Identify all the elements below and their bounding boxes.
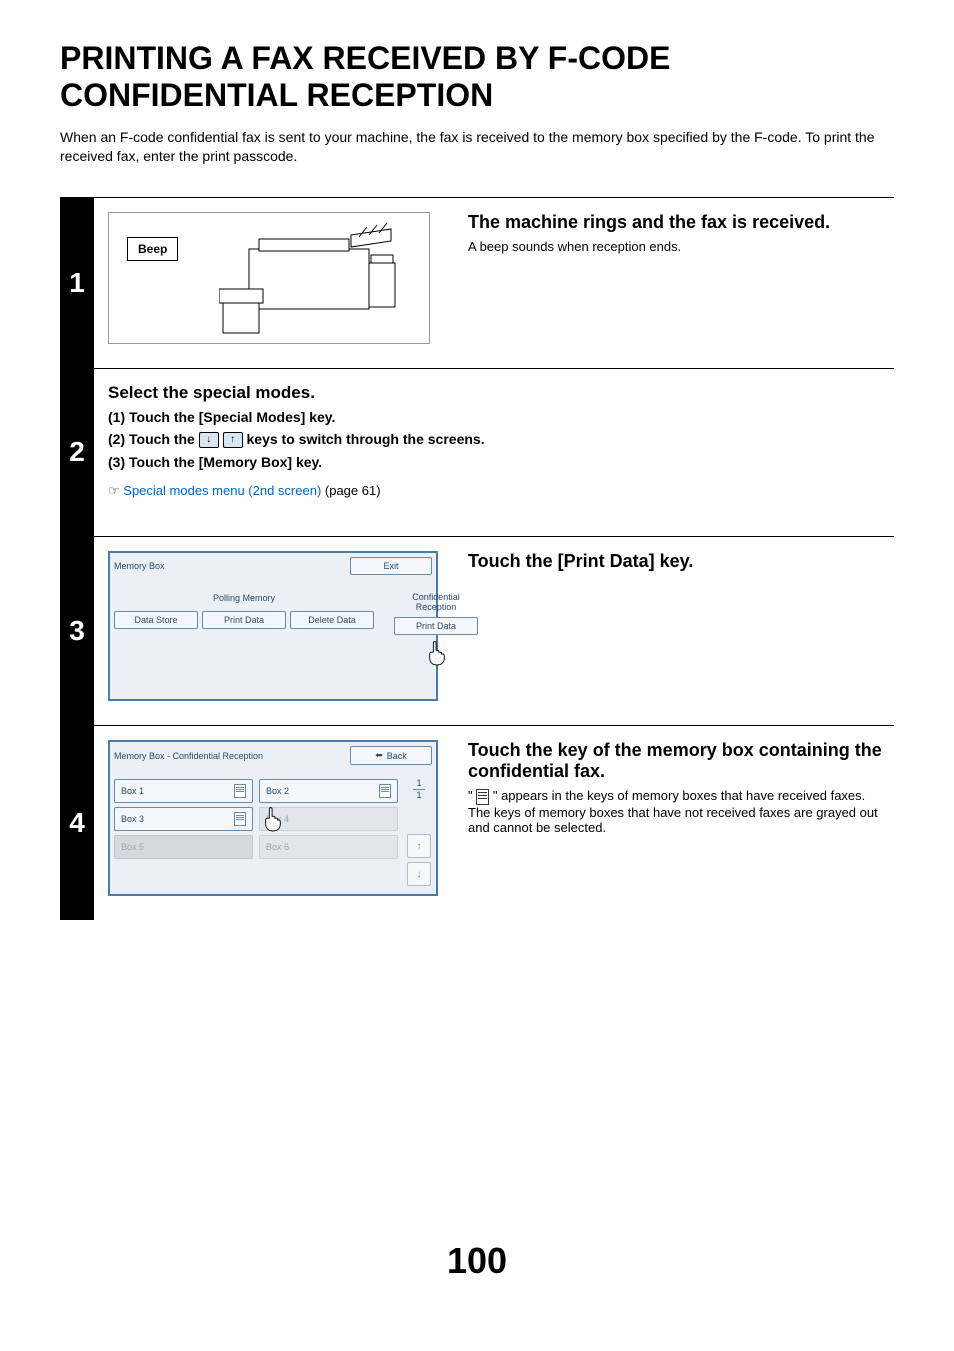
down-key-icon: ↓	[199, 432, 219, 448]
page-indicator-top: 1	[416, 778, 421, 788]
pointer-icon: ☞	[108, 483, 123, 498]
confidential-reception-panel: Memory Box - Confidential Reception ⬅ Ba…	[108, 740, 438, 896]
polling-memory-label: Polling Memory	[114, 593, 374, 603]
step-4-number: 4	[60, 726, 94, 920]
box-3-label: Box 3	[121, 814, 144, 824]
step-3-title: Touch the [Print Data] key.	[468, 551, 888, 572]
delete-data-button[interactable]: Delete Data	[290, 611, 374, 629]
step-3: 3 Memory Box Exit Polling Memory Data St…	[60, 536, 894, 725]
panel4-title: Memory Box - Confidential Reception	[114, 751, 263, 761]
step-1-number: 1	[60, 198, 94, 368]
step-2-link-line: ☞ Special modes menu (2nd screen) (page …	[108, 483, 888, 499]
scroll-up-button[interactable]: ↑	[407, 834, 431, 858]
step-4-desc: " " appears in the keys of memory boxes …	[468, 788, 888, 835]
hand-cursor-icon	[262, 807, 284, 833]
step-3-number: 3	[60, 537, 94, 725]
step-2: 2 Select the special modes. (1) Touch th…	[60, 368, 894, 536]
step-1: 1 Beep	[60, 197, 894, 368]
confidential-reception-label: Confidential Reception	[394, 593, 478, 613]
step-2-title: Select the special modes.	[108, 383, 888, 403]
up-key-icon: ↑	[223, 432, 243, 448]
box-1-label: Box 1	[121, 786, 144, 796]
printer-icon	[219, 219, 419, 337]
data-store-button[interactable]: Data Store	[114, 611, 198, 629]
box-2-label: Box 2	[266, 786, 289, 796]
beep-label: Beep	[127, 237, 178, 261]
back-label: Back	[387, 751, 407, 761]
doc-icon	[234, 812, 246, 826]
doc-icon	[379, 784, 391, 798]
box-5-label: Box 5	[121, 842, 144, 852]
exit-button[interactable]: Exit	[350, 557, 432, 575]
hand-cursor-icon	[426, 641, 448, 667]
doc-icon	[234, 784, 246, 798]
page-title: PRINTING A FAX RECEIVED BY F-CODE CONFID…	[60, 40, 894, 114]
inline-doc-icon	[476, 789, 489, 805]
step-2-sub2: (2) Touch the ↓ ↑ keys to switch through…	[108, 431, 888, 448]
print-data-button-confidential[interactable]: Print Data	[394, 617, 478, 635]
page-number: 100	[60, 1240, 894, 1282]
box-6-label: Box 6	[266, 842, 289, 852]
step-4-title: Touch the key of the memory box containi…	[468, 740, 888, 782]
printer-illustration: Beep	[108, 212, 430, 344]
step-2-sub2-a: (2) Touch the	[108, 431, 199, 447]
desc-a: "	[468, 788, 476, 803]
step-2-number: 2	[60, 369, 94, 536]
box-3-button[interactable]: Box 3	[114, 807, 253, 831]
page-indicator: 1 1	[413, 779, 425, 800]
special-modes-link[interactable]: Special modes menu (2nd screen)	[123, 483, 321, 498]
box-5-button: Box 5	[114, 835, 253, 859]
scroll-down-button[interactable]: ↓	[407, 862, 431, 886]
memory-box-panel: Memory Box Exit Polling Memory Data Stor…	[108, 551, 438, 701]
step-2-sub2-b: keys to switch through the screens.	[247, 431, 485, 447]
back-arrow-icon: ⬅	[375, 750, 383, 761]
back-button[interactable]: ⬅ Back	[350, 746, 432, 765]
step-4: 4 Memory Box - Confidential Reception ⬅ …	[60, 725, 894, 920]
step-1-title: The machine rings and the fax is receive…	[468, 212, 888, 233]
box-6-button: Box 6	[259, 835, 398, 859]
page-indicator-bottom: 1	[416, 790, 421, 800]
link-suffix: (page 61)	[321, 483, 380, 498]
box-1-button[interactable]: Box 1	[114, 779, 253, 803]
step-1-sub: A beep sounds when reception ends.	[468, 239, 888, 254]
box-2-button[interactable]: Box 2	[259, 779, 398, 803]
desc-b: " appears in the keys of memory boxes th…	[468, 788, 878, 835]
step-2-sub1: (1) Touch the [Special Modes] key.	[108, 409, 888, 425]
panel-title: Memory Box	[114, 561, 165, 571]
intro-text: When an F-code confidential fax is sent …	[60, 128, 894, 167]
print-data-button-polling[interactable]: Print Data	[202, 611, 286, 629]
step-2-sub3: (3) Touch the [Memory Box] key.	[108, 454, 888, 470]
